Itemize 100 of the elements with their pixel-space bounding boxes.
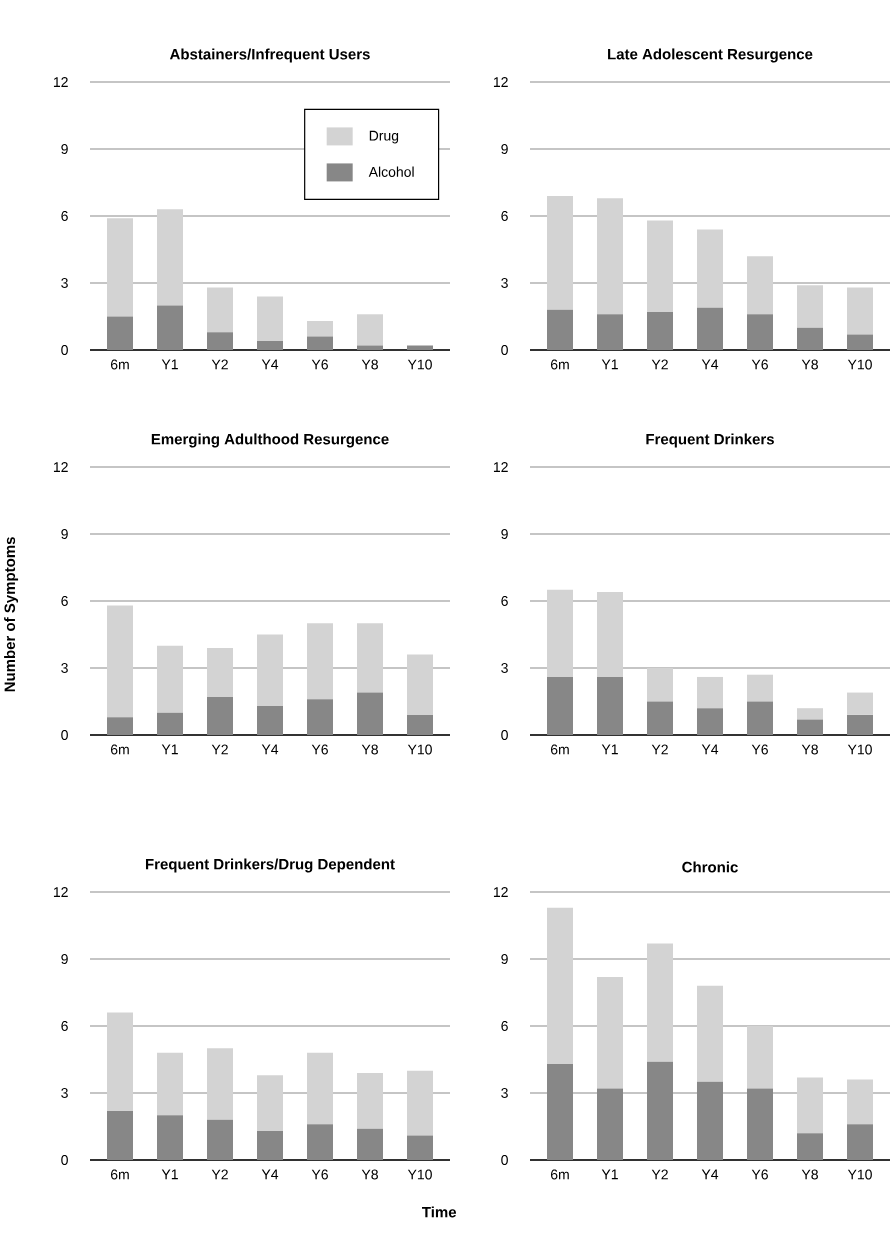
bar: [307, 1052, 334, 1125]
x-tick-label: Y10: [847, 359, 873, 370]
bar: [697, 985, 724, 1082]
chart-title: Emerging Adulthood Resurgence: [151, 433, 389, 448]
bar: [157, 209, 184, 306]
bar: [547, 195, 574, 310]
bar: [207, 287, 234, 333]
bar: [697, 676, 724, 709]
bar: [797, 719, 824, 736]
y-tick-label: 3: [501, 278, 508, 288]
bar: [107, 717, 134, 736]
x-tick-label: Y8: [801, 1169, 819, 1180]
x-tick-label: Y6: [311, 1169, 329, 1180]
y-tick-label: 9: [501, 954, 508, 964]
x-tick-label: Y1: [601, 1169, 618, 1180]
x-tick-label: Y10: [847, 1169, 873, 1180]
bar: [257, 705, 284, 736]
y-tick-label: 3: [61, 1088, 68, 1098]
bar: [307, 336, 334, 351]
bar: [847, 287, 874, 335]
x-tick-label: Y8: [801, 744, 819, 755]
y-tick-label: 6: [61, 1021, 68, 1031]
bar: [157, 645, 184, 713]
x-tick-label: 6m: [111, 1169, 129, 1180]
bar: [847, 1079, 874, 1125]
y-tick-label: 12: [494, 77, 508, 87]
bar: [547, 309, 574, 351]
bar: [107, 316, 134, 351]
bar: [797, 1077, 824, 1134]
x-tick-label: Y6: [751, 744, 769, 755]
y-tick-label: 9: [501, 144, 508, 154]
bar: [407, 654, 434, 715]
y-tick-label: 6: [501, 596, 508, 606]
bar: [207, 1119, 234, 1161]
bar: [357, 345, 384, 351]
bar: [257, 296, 284, 342]
x-tick-label: Y8: [801, 359, 819, 370]
y-axis-title: Number of Symptoms: [4, 537, 19, 692]
bar: [547, 676, 574, 736]
x-tick-label: Y4: [261, 744, 279, 755]
x-tick-label: Y2: [211, 1169, 228, 1180]
y-tick-label: 9: [501, 529, 508, 539]
y-tick-label: 12: [54, 887, 68, 897]
x-tick-label: Y6: [751, 359, 769, 370]
x-tick-label: Y2: [651, 744, 668, 755]
chart-title: Frequent Drinkers: [646, 433, 775, 448]
bar: [307, 320, 334, 337]
legend-label: Drug: [369, 130, 399, 144]
bar: [107, 1110, 134, 1161]
chart-title: Chronic: [682, 861, 739, 873]
bar: [357, 314, 384, 346]
bar: [797, 1133, 824, 1161]
bar: [257, 341, 284, 351]
x-tick-label: Y8: [361, 1169, 379, 1180]
bar: [597, 976, 624, 1089]
bar: [747, 1088, 774, 1161]
bar: [847, 692, 874, 715]
x-tick-label: Y2: [651, 359, 668, 370]
bar: [357, 1072, 384, 1129]
bar: [207, 697, 234, 736]
bar: [407, 345, 434, 351]
bar: [797, 285, 824, 328]
x-tick-label: Y2: [211, 359, 228, 370]
bar: [647, 668, 674, 702]
bar: [797, 327, 824, 351]
bar: [407, 1070, 434, 1136]
bar: [357, 623, 384, 693]
bar: [797, 708, 824, 720]
y-tick-label: 9: [61, 954, 68, 964]
bar: [597, 1088, 624, 1161]
bar: [407, 1135, 434, 1161]
bar: [547, 1063, 574, 1161]
y-tick-label: 12: [494, 462, 508, 472]
y-tick-label: 9: [61, 144, 68, 154]
bar: [207, 647, 234, 698]
y-tick-label: 6: [61, 211, 68, 221]
x-tick-label: Y1: [161, 744, 178, 755]
y-tick-label: 3: [501, 663, 508, 673]
bar: [697, 307, 724, 351]
y-tick-label: 3: [61, 663, 68, 673]
legend-label: Alcohol: [368, 166, 414, 177]
y-tick-label: 0: [501, 730, 509, 740]
x-tick-label: Y6: [751, 1169, 769, 1180]
bar: [847, 714, 874, 736]
x-tick-label: Y4: [261, 1169, 279, 1180]
x-tick-label: Y4: [701, 359, 719, 370]
bar: [647, 312, 674, 351]
bar: [747, 674, 774, 702]
bar: [747, 314, 774, 351]
bar: [547, 589, 574, 677]
bar: [107, 605, 134, 718]
bar: [647, 943, 674, 1062]
y-tick-label: 3: [501, 1088, 508, 1098]
bar: [697, 708, 724, 736]
x-tick-label: 6m: [551, 1169, 569, 1180]
y-tick-label: 0: [501, 1155, 509, 1165]
bar: [597, 198, 624, 315]
x-tick-label: 6m: [551, 744, 569, 755]
bar: [207, 332, 234, 351]
y-tick-label: 9: [61, 529, 68, 539]
